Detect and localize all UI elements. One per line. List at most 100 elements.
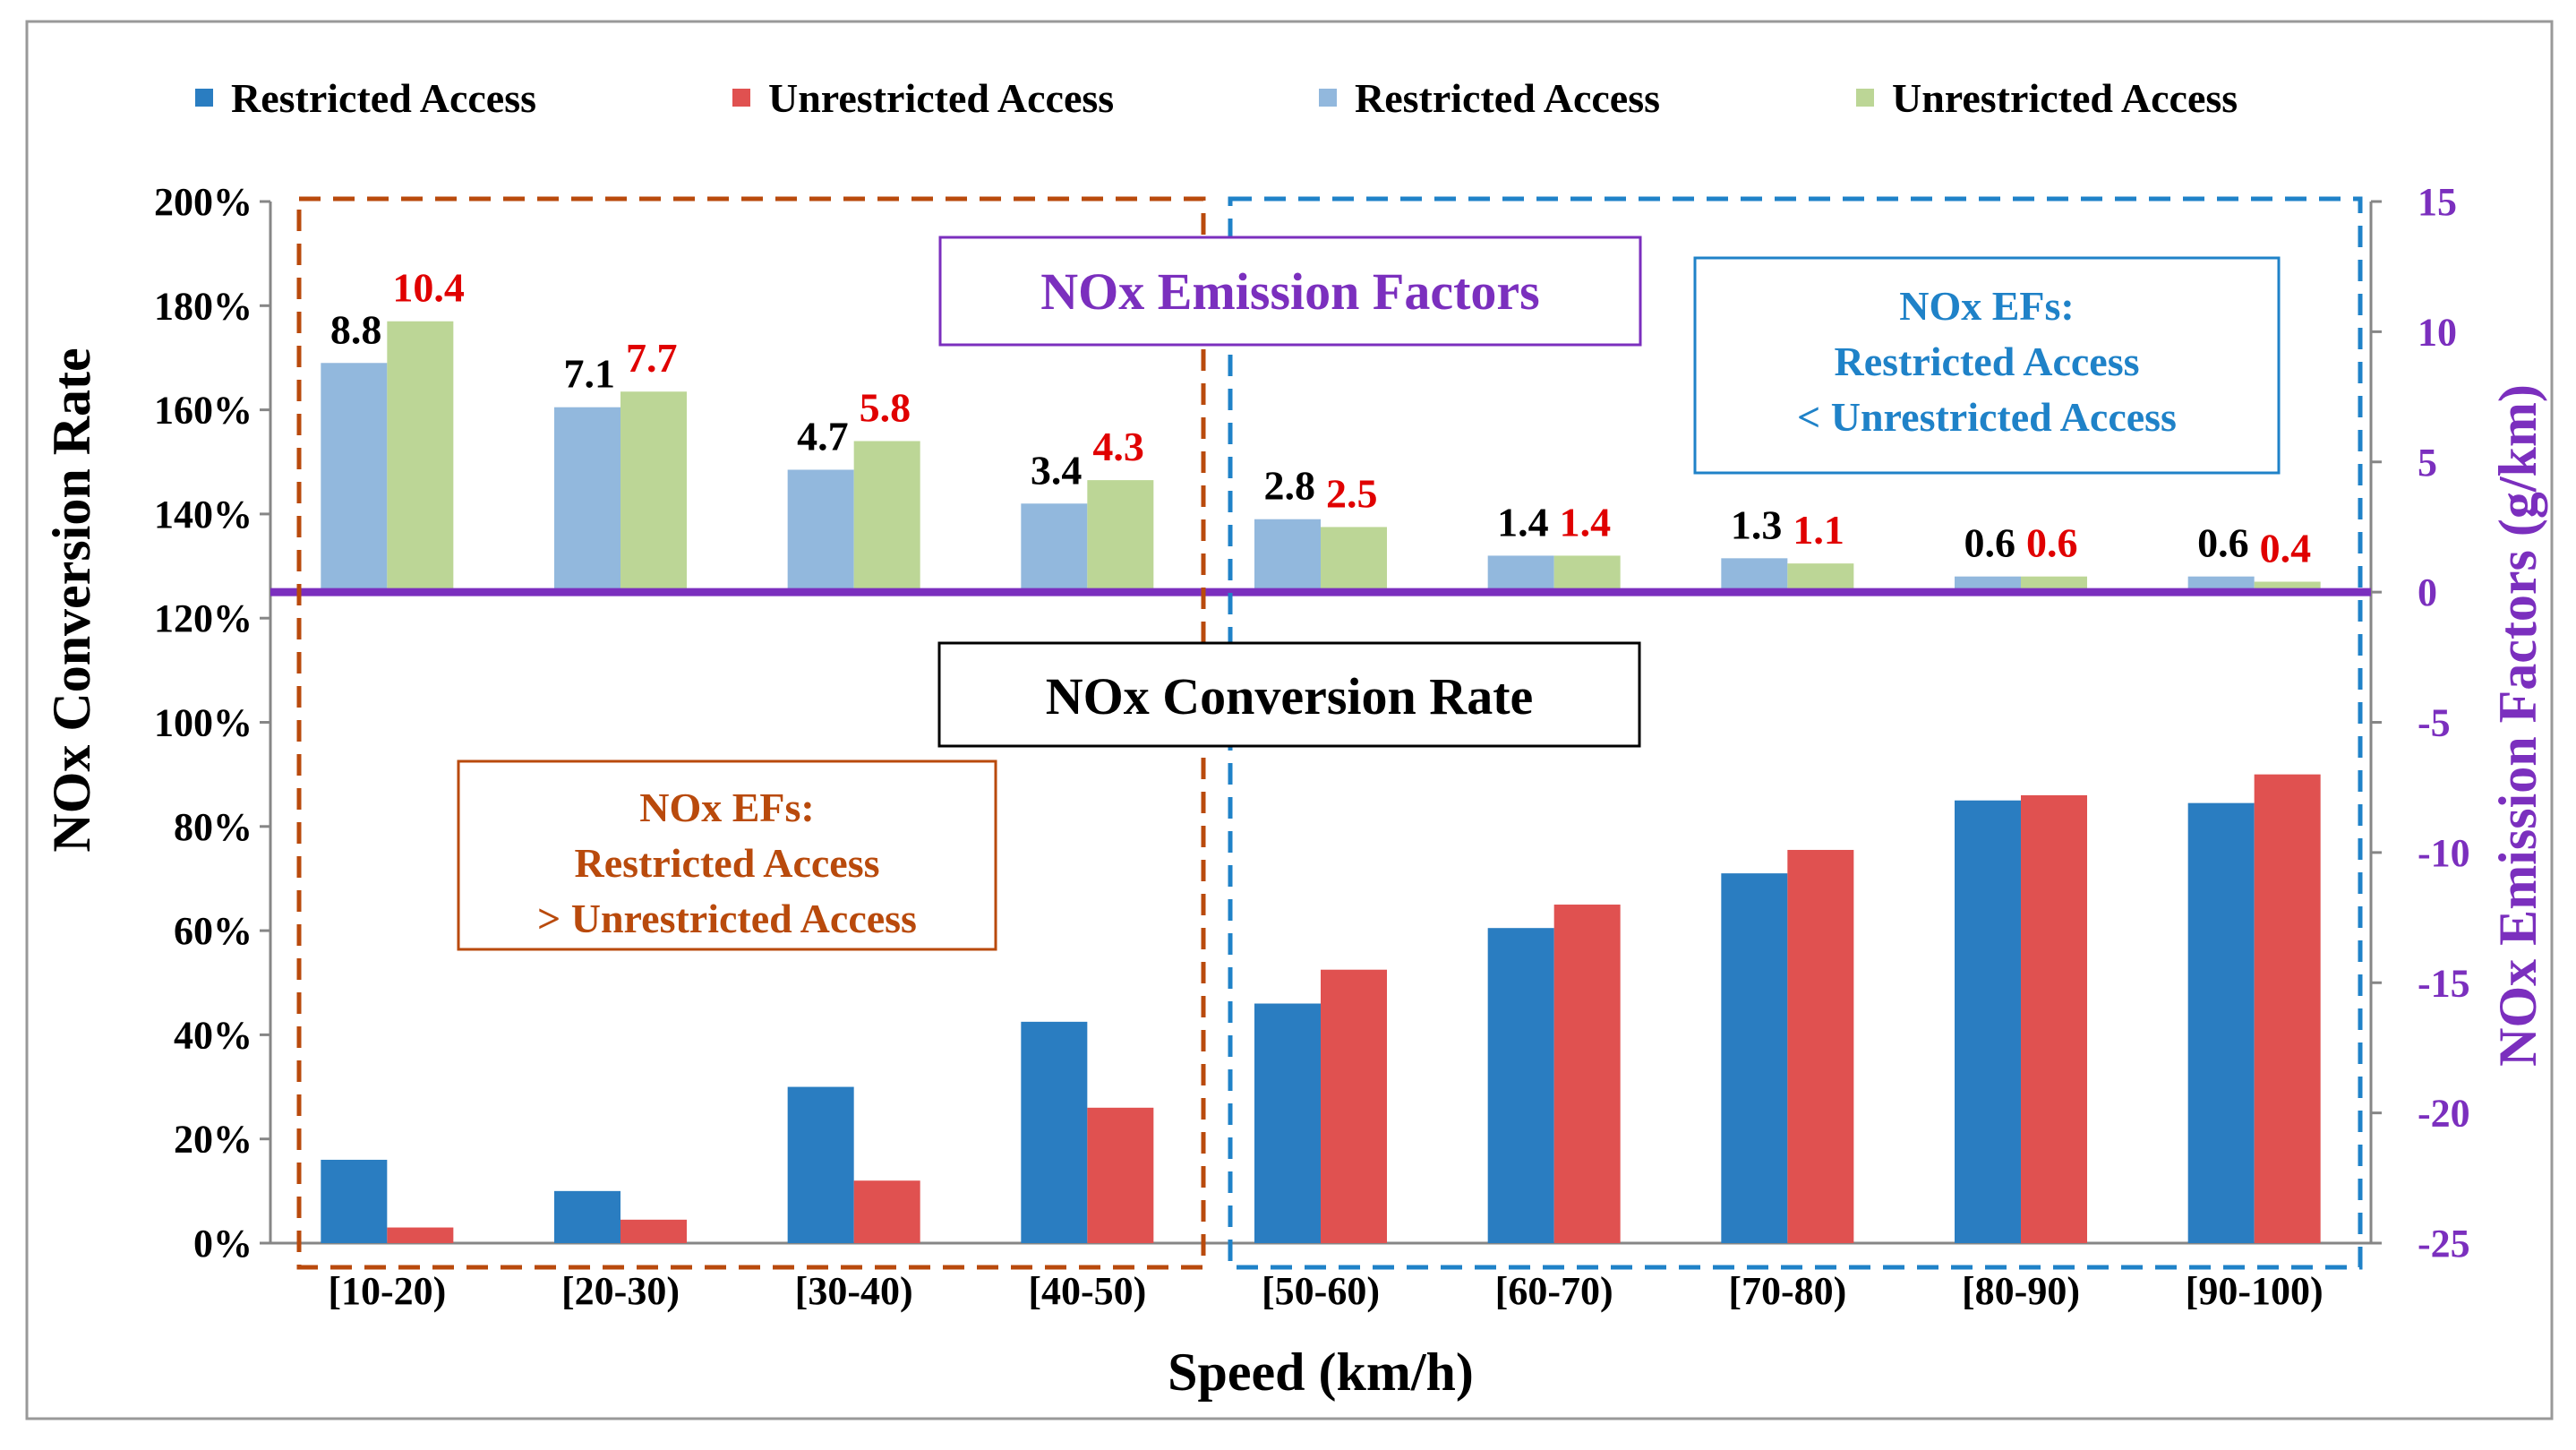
- y-left-tick-label: 60%: [174, 909, 252, 953]
- rate-bar-unrestricted: [387, 1227, 454, 1243]
- legend-label-ef-unrestricted: Unrestricted Access: [1892, 75, 2238, 121]
- rate-bar-unrestricted: [1321, 969, 1387, 1243]
- right-annotation-line-3: < Unrestricted Access: [1797, 394, 2177, 440]
- ef-bar-restricted: [1254, 519, 1321, 593]
- rate-bar-restricted: [554, 1190, 620, 1243]
- ef-label-restricted: 8.8: [330, 306, 382, 352]
- x-axis-ticks: [10-20) [20-30) [30-40) [40-50) [50-60) [60-7…: [328, 1269, 2323, 1313]
- y-right-tick-label: 10: [2418, 310, 2457, 354]
- ef-bar-unrestricted: [620, 391, 687, 593]
- rate-bar-unrestricted: [1087, 1107, 1154, 1243]
- rate-bar-unrestricted: [1553, 905, 1621, 1243]
- x-tick-label: [50-60): [1262, 1269, 1380, 1313]
- ef-bar-restricted: [1021, 503, 1088, 593]
- rate-title-box: [937, 641, 1641, 748]
- legend-label-rate-unrestricted: Unrestricted Access: [768, 75, 1114, 121]
- rate-bar-restricted: [787, 1086, 854, 1243]
- rate-bar-unrestricted: [620, 1219, 687, 1243]
- x-tick-label: [10-20): [328, 1269, 446, 1313]
- rate-bar-restricted: [1254, 1003, 1321, 1243]
- y-right-tick-label: -10: [2418, 831, 2470, 875]
- x-tick-label: [20-30): [561, 1269, 680, 1313]
- ef-label-unrestricted: 4.3: [1092, 424, 1144, 469]
- right-annotation-box: [1693, 256, 2281, 475]
- y-right-tick-label: 5: [2418, 441, 2437, 485]
- y-axis-right-ticks: -25 -20 -15 -10 -5 0 5 10 15: [2371, 180, 2470, 1266]
- ef-label-unrestricted: 1.1: [1793, 507, 1844, 553]
- ef-bar-restricted: [321, 363, 388, 593]
- ef-label-unrestricted: 2.5: [1326, 470, 1378, 516]
- ef-label-restricted: 2.8: [1264, 463, 1316, 509]
- left-annotation-line-3: > Unrestricted Access: [537, 896, 917, 941]
- legend-swatch-ef-restricted: [1319, 89, 1337, 107]
- rate-bar-unrestricted: [853, 1180, 920, 1243]
- left-annotation-box: [457, 759, 997, 951]
- ef-bar-restricted: [554, 407, 620, 593]
- ef-title: NOx Emission Factors: [1040, 262, 1539, 321]
- ef-bar-restricted: [1487, 555, 1554, 593]
- rate-bar-restricted: [2187, 802, 2255, 1243]
- legend-label-ef-restricted: Restricted Access: [1355, 75, 1660, 121]
- ef-bar-unrestricted: [1087, 480, 1154, 593]
- y-left-tick-label: 200%: [154, 180, 252, 224]
- ef-label-restricted: 0.6: [1964, 520, 2016, 566]
- x-tick-label: [70-80): [1728, 1269, 1846, 1313]
- ef-bar-unrestricted: [387, 321, 454, 593]
- x-tick-label: [30-40): [795, 1269, 913, 1313]
- ef-label-unrestricted: 10.4: [392, 265, 465, 311]
- ef-bar-restricted: [787, 469, 854, 593]
- ef-label-unrestricted: 0.4: [2260, 525, 2312, 571]
- y-right-tick-label: -20: [2418, 1092, 2470, 1136]
- rate-bar-restricted: [1955, 800, 2021, 1243]
- ef-bar-unrestricted: [853, 441, 920, 593]
- legend-swatch-ef-unrestricted: [1856, 89, 1874, 107]
- left-annotation-line-1: NOx EFs:: [639, 785, 815, 830]
- ef-bar-unrestricted: [1787, 563, 1854, 593]
- x-tick-label: [80-90): [1962, 1269, 2080, 1313]
- rate-bar-unrestricted: [1787, 849, 1854, 1243]
- rate-bar-restricted: [1721, 873, 1788, 1243]
- ef-title-box: [938, 236, 1642, 347]
- ef-label-restricted: 7.1: [564, 351, 616, 397]
- ef-label-restricted: 1.3: [1731, 502, 1783, 547]
- ef-label-restricted: 3.4: [1031, 447, 1083, 493]
- y-left-tick-label: 140%: [154, 493, 252, 536]
- ef-bar-unrestricted: [1321, 527, 1387, 593]
- y-left-tick-label: 100%: [154, 701, 252, 745]
- rate-bar-restricted: [321, 1159, 388, 1243]
- x-tick-label: [90-100): [2186, 1269, 2324, 1313]
- y-left-tick-label: 40%: [174, 1013, 252, 1057]
- y-axis-left-ticks: 0% 20% 40% 60% 80% 100% 120% 140% 160% 180% 200%: [154, 180, 270, 1266]
- ef-bar-unrestricted: [2254, 581, 2321, 593]
- ef-label-unrestricted: 1.4: [1560, 499, 1612, 545]
- right-annotation-line-1: NOx EFs:: [1899, 283, 2075, 329]
- emission-factor-labels: 8.87.14.73.4 2.81.4 1.3 0.6 0.610.47.75.84.3…: [330, 265, 2311, 571]
- rate-title: NOx Conversion Rate: [1046, 667, 1534, 725]
- legend-swatch-rate-unrestricted: [732, 89, 750, 107]
- y-left-tick-label: 80%: [174, 805, 252, 849]
- ef-bar-restricted: [1721, 558, 1788, 593]
- y-right-tick-label: -25: [2418, 1222, 2470, 1266]
- conversion-rate-bars: [321, 774, 2321, 1243]
- legend: Restricted Access Unrestricted Access Re…: [195, 75, 2238, 121]
- y-right-tick-label: -15: [2418, 961, 2470, 1005]
- ef-label-unrestricted: 0.6: [2026, 520, 2078, 566]
- y-axis-left-title: NOx Conversion Rate: [42, 347, 101, 852]
- emission-factor-bars: [321, 321, 2321, 593]
- y-left-tick-label: 160%: [154, 389, 252, 433]
- y-right-tick-label: 15: [2418, 180, 2457, 224]
- ef-label-restricted: 1.4: [1497, 499, 1549, 545]
- y-left-tick-label: 120%: [154, 596, 252, 640]
- rate-bar-restricted: [1021, 1021, 1088, 1243]
- y-right-tick-label: 0: [2418, 571, 2437, 614]
- x-tick-label: [60-70): [1495, 1269, 1613, 1313]
- y-left-tick-label: 20%: [174, 1118, 252, 1162]
- rate-bar-unrestricted: [2254, 774, 2321, 1243]
- left-annotation-line-2: Restricted Access: [574, 840, 879, 886]
- legend-swatch-rate-restricted: [195, 89, 213, 107]
- y-left-tick-label: 0%: [193, 1222, 252, 1266]
- legend-label-rate-restricted: Restricted Access: [231, 75, 536, 121]
- ef-label-unrestricted: 7.7: [626, 335, 678, 381]
- ef-label-restricted: 0.6: [2197, 520, 2249, 566]
